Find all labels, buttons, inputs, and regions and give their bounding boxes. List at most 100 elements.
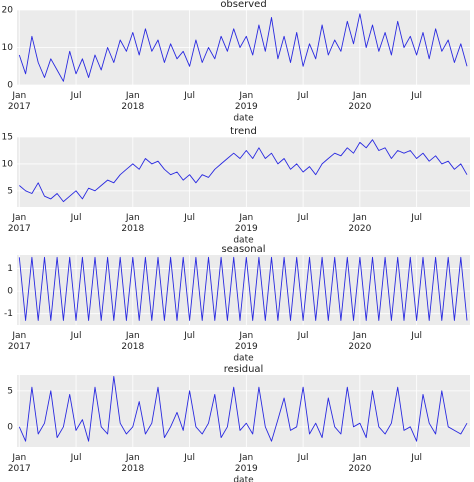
x-tick-label-part: Jan [11,453,26,463]
subplot-title: residual [224,364,264,375]
x-tick-label: Jan 2020 [348,91,371,112]
x-tick-label: Jan 2020 [348,453,371,474]
x-tick-label: Jan 2017 [8,453,31,474]
y-tick-label: 5 [7,386,13,396]
x-tick-label: Jan 2018 [121,331,144,352]
x-tick-label-part: Jan [11,91,26,101]
x-tick-label-part: Jan [352,91,367,101]
y-tick-label: 5 [7,186,13,196]
x-tick-label-part: Jul [70,213,82,223]
x-tick-label-part: Jul [410,213,422,223]
series-line [19,139,468,203]
y-tick-label: 10 [2,159,14,169]
plot-background [17,375,470,447]
x-tick-label-part: Jul [183,91,195,101]
x-tick-label-part: Jan [352,453,367,463]
x-tick-label-part: Jul [183,331,195,341]
x-tick-label: Jan 2017 [8,213,31,234]
x-tick-label-part: 2018 [121,224,144,234]
x-tick-label-part: Jul [410,331,422,341]
x-tick-label: Jul [70,331,82,341]
x-tick-label-part: Jul [297,331,309,341]
x-tick-label-part: Jul [70,91,82,101]
x-tick-label-part: Jan [352,213,367,223]
x-tick-label: Jan 2019 [235,453,258,474]
x-tick-label-part: Jan [238,91,253,101]
x-tick-label: Jul [410,213,422,223]
x-tick-label-part: 2018 [121,464,144,474]
x-tick-label-part: Jan [125,331,140,341]
x-tick-label-part: 2019 [235,342,258,352]
x-tick-label: Jul [410,91,422,101]
plot-background [17,137,470,207]
x-tick-label-part: 2018 [121,102,144,112]
x-tick-label-part: 2020 [348,224,371,234]
x-axis-label: date [233,476,254,482]
x-tick-label: Jan 2019 [235,91,258,112]
subplot-title: observed [220,0,266,10]
y-tick-label: -1 [4,309,13,319]
subplot-title: seasonal [221,244,265,255]
x-tick-label-part: 2020 [348,102,371,112]
subplot-title: trend [230,126,257,137]
x-tick-label: Jan 2018 [121,213,144,234]
x-tick-label: Jan 2020 [348,213,371,234]
x-tick-label: Jan 2018 [121,453,144,474]
x-tick-label: Jul [297,331,309,341]
x-tick-label: Jan 2017 [8,91,31,112]
y-tick-label: 20 [2,6,14,16]
x-tick-label-part: Jan [125,91,140,101]
x-tick-label-part: 2017 [8,342,31,352]
series-line [18,256,468,321]
x-tick-label-part: Jul [297,91,309,101]
x-tick-label-part: Jul [297,453,309,463]
x-tick-label-part: Jan [238,453,253,463]
x-tick-label: Jul [410,453,422,463]
x-tick-label: Jul [297,213,309,223]
series-line [18,375,468,442]
y-tick-label: 1 [7,264,13,274]
x-tick-label-part: Jan [238,213,253,223]
x-tick-label-part: Jul [410,91,422,101]
x-tick-label-part: Jan [352,331,367,341]
x-tick-label-part: Jul [297,213,309,223]
x-tick-label-part: Jan [11,213,26,223]
x-tick-label-part: Jul [70,331,82,341]
x-tick-label-part: 2019 [235,464,258,474]
y-tick-label: 0 [7,422,13,432]
x-tick-label-part: 2020 [348,464,371,474]
x-tick-label-part: Jul [183,213,195,223]
series-line [18,13,468,82]
x-tick-label: Jul [183,213,195,223]
x-tick-label: Jul [70,213,82,223]
y-tick-label: 0 [7,81,13,91]
x-tick-label-part: Jul [410,453,422,463]
x-tick-label-part: Jul [70,453,82,463]
x-tick-label: Jan 2020 [348,331,371,352]
x-tick-label-part: Jan [238,331,253,341]
x-tick-label: Jul [183,91,195,101]
x-axis-label: date [233,236,254,246]
x-tick-label-part: Jan [125,453,140,463]
x-axis-label: date [233,354,254,364]
x-axis-label: date [233,114,254,124]
x-tick-label-part: Jul [183,453,195,463]
x-tick-label: Jul [183,331,195,341]
x-tick-label-part: Jan [125,213,140,223]
x-tick-label-part: 2017 [8,224,31,234]
x-tick-label-part: 2020 [348,342,371,352]
x-tick-label: Jan 2019 [235,331,258,352]
x-tick-label: Jan 2019 [235,213,258,234]
x-tick-label: Jul [297,91,309,101]
y-tick-label: 15 [2,133,13,143]
x-tick-label-part: 2018 [121,342,144,352]
x-tick-label: Jul [297,453,309,463]
x-tick-label: Jul [70,453,82,463]
x-tick-label-part: 2017 [8,102,31,112]
x-tick-label: Jul [70,91,82,101]
x-tick-label: Jul [183,453,195,463]
x-tick-label: Jan 2017 [8,331,31,352]
x-tick-label-part: 2019 [235,102,258,112]
x-tick-label: Jan 2018 [121,91,144,112]
